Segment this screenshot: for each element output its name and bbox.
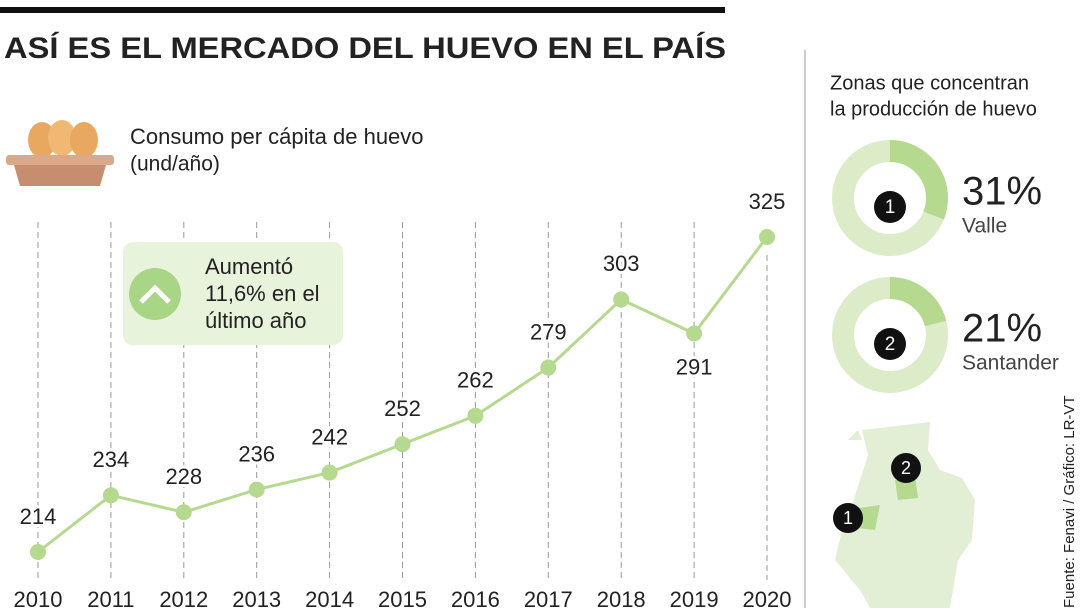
point [248,481,265,498]
panel-title: la producción de huevo [830,98,1037,120]
source: Fuente: Fenavi / Gráfico: LR-VT [1061,395,1078,608]
callout: Aumentó 11,6% en el último año [123,242,343,345]
donut-name: Santander [962,352,1059,375]
point [540,359,557,376]
badge [874,328,906,360]
donut-name: Valle [962,215,1007,238]
badge-label: 2 [885,334,896,355]
x-tick-label: 2012 [159,587,208,608]
x-tick-label: 2018 [597,587,646,608]
data-label: 242 [311,424,348,449]
data-label: 228 [165,464,202,489]
callout-box [123,242,343,345]
callout-line: último año [205,308,307,333]
map-badge: 2 [901,458,911,478]
x-tick-label: 2016 [451,587,500,608]
badge-label: 1 [885,197,896,218]
point [613,291,630,308]
line-chart: 214 2010 234 2011 228 2012 236 2013 242 2014 252 20… [14,186,792,608]
x-tick-label: 2019 [670,587,719,608]
point [102,487,119,504]
chevron [139,284,171,304]
data-label: 214 [20,504,57,529]
data-label: 236 [238,441,275,466]
point [30,544,46,560]
point [759,229,775,245]
data-label: 303 [603,251,640,276]
panel-title: Zonas que concentran [830,72,1029,94]
callout-line: 11,6% en el [205,281,320,306]
data-label: 325 [749,189,786,214]
callout-icon [129,268,181,320]
top-rule [0,7,725,13]
data-label: 252 [384,396,421,421]
donut-value: 21% [962,307,1042,351]
donuts: 1 31%Valle 2 21%Santander [832,140,1059,393]
x-tick-label: 2020 [743,587,792,608]
donut-value: 31% [962,170,1042,214]
point [321,464,338,481]
donut-segment [832,140,948,256]
x-tick-label: 2015 [378,587,427,608]
callout-line: Aumentó [205,254,293,279]
data-label: 291 [676,354,713,379]
badge [874,191,906,223]
donut-segment [832,277,948,393]
point [467,407,484,424]
title: ASÍ ES EL MERCADO DEL HUEVO EN EL PAÍS [4,31,726,65]
data-label: 234 [93,447,130,472]
chart-subtitle: (und/año) [130,153,220,176]
point [175,504,192,521]
data-label: 262 [457,368,494,393]
point [394,436,411,453]
x-tick-label: 2013 [232,587,281,608]
x-tick-label: 2014 [305,587,354,608]
x-tick-label: 2011 [87,587,134,608]
egg-icon [6,120,114,186]
chart-title: Consumo per cápita de huevo [130,124,424,149]
map-badge: 1 [843,508,853,528]
map: 1 2 [833,422,975,608]
data-label: 279 [530,319,567,344]
point [686,325,703,342]
x-tick-label: 2010 [14,587,63,608]
x-tick-label: 2017 [524,587,573,608]
